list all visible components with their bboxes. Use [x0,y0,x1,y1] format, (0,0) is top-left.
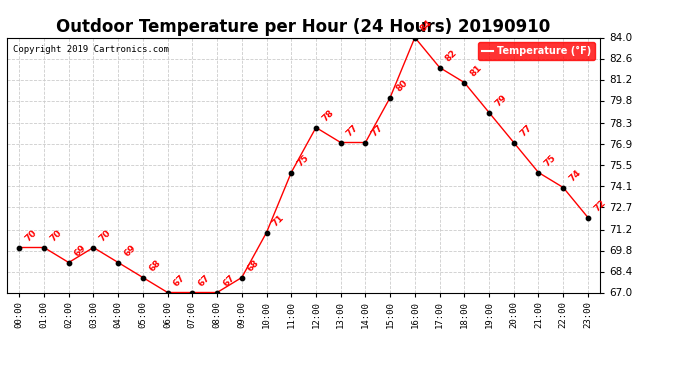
Text: 84: 84 [419,18,434,33]
Point [63,260,75,266]
Text: 70: 70 [23,228,39,243]
Text: 72: 72 [592,198,607,213]
Point [484,110,495,116]
Text: 80: 80 [394,78,409,93]
Point [509,140,520,146]
Point [335,140,346,146]
Text: 67: 67 [221,273,237,288]
Text: 77: 77 [370,123,385,138]
Text: 68: 68 [147,258,162,273]
Point [459,80,470,86]
Point [137,274,148,280]
Text: 77: 77 [518,123,533,138]
Text: 67: 67 [197,273,212,288]
Point [360,140,371,146]
Point [212,290,223,296]
Text: 82: 82 [444,48,459,63]
Text: 79: 79 [493,93,509,108]
Title: Outdoor Temperature per Hour (24 Hours) 20190910: Outdoor Temperature per Hour (24 Hours) … [57,18,551,36]
Point [409,34,420,40]
Text: 74: 74 [567,168,583,183]
Point [187,290,198,296]
Text: 71: 71 [270,213,286,228]
Point [88,244,99,250]
Text: 68: 68 [246,258,261,273]
Text: 81: 81 [469,63,484,78]
Legend: Temperature (°F): Temperature (°F) [478,42,595,60]
Point [261,230,272,236]
Point [236,274,247,280]
Text: 77: 77 [345,123,360,138]
Point [434,64,445,70]
Text: 69: 69 [122,243,137,258]
Text: 70: 70 [97,228,112,243]
Point [384,94,395,100]
Text: 78: 78 [320,108,335,123]
Point [39,244,50,250]
Text: 75: 75 [295,153,310,168]
Point [582,214,593,220]
Point [14,244,25,250]
Text: 67: 67 [172,273,187,288]
Point [112,260,124,266]
Text: 69: 69 [73,243,88,258]
Point [286,170,297,176]
Point [162,290,173,296]
Point [558,184,569,190]
Text: 70: 70 [48,228,63,243]
Text: 75: 75 [542,153,558,168]
Text: Copyright 2019 Cartronics.com: Copyright 2019 Cartronics.com [13,45,169,54]
Point [310,124,322,130]
Point [533,170,544,176]
